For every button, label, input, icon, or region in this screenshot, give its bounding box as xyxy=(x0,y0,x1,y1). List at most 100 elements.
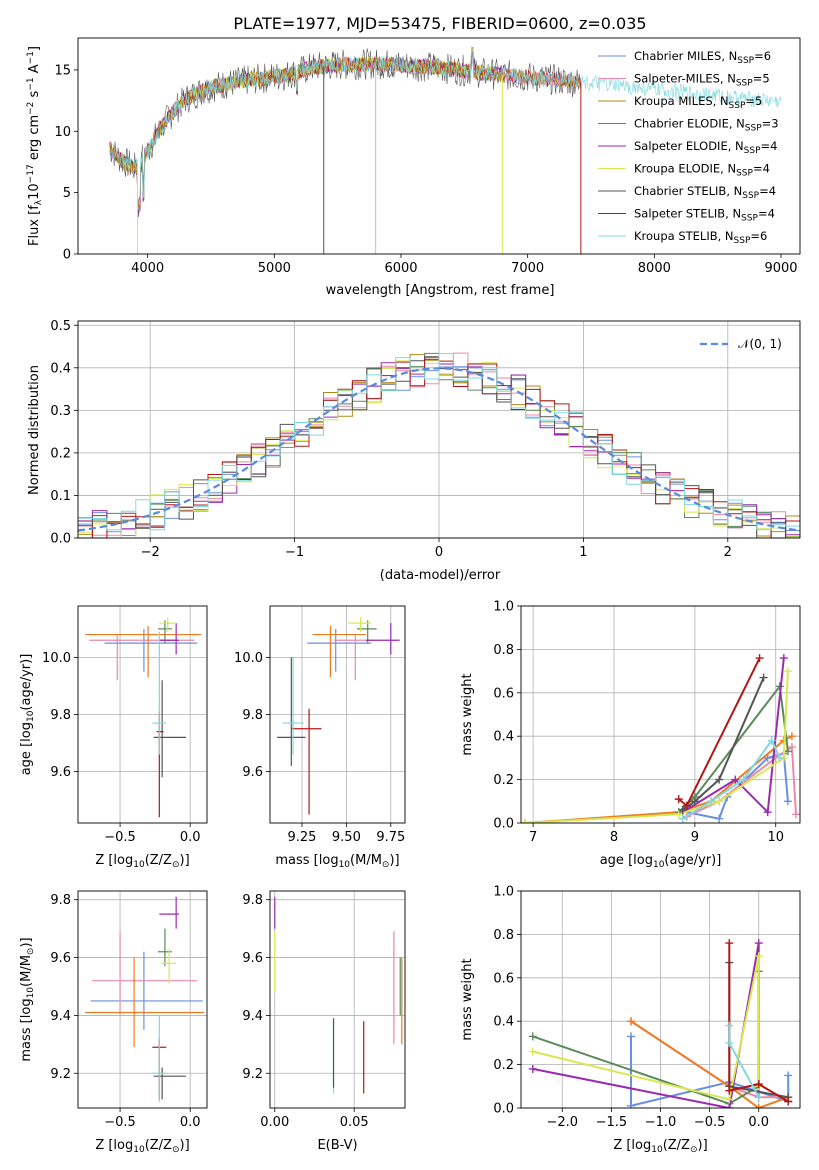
y-axis-label: mass weight xyxy=(460,673,475,755)
errorbar-point xyxy=(159,896,179,929)
y-tick-label: 9.4 xyxy=(50,1009,71,1024)
x-tick-label: −1 xyxy=(285,545,304,560)
errorbar-point xyxy=(85,625,202,678)
y-axis-label: Flux [fλ10−17 erg cm−2 s−1 A−1] xyxy=(26,46,44,246)
errorbar-point xyxy=(104,628,198,672)
x-tick-label: 9.25 xyxy=(287,830,316,845)
plot-area xyxy=(521,654,800,823)
y-tick-label: 0 xyxy=(63,248,71,263)
y-tick-label: 0.8 xyxy=(493,643,514,658)
x-tick-label: 0.0 xyxy=(180,1115,201,1130)
y-tick-label: 1.0 xyxy=(493,885,514,900)
errorbar-point xyxy=(157,620,172,644)
weight-line-kroupa-elodie xyxy=(524,671,789,823)
y-tick-label: 0.2 xyxy=(493,773,514,788)
y-tick-label: 10 xyxy=(54,125,71,140)
x-tick-label: 5000 xyxy=(258,261,291,276)
x-tick-label: 9 xyxy=(691,830,699,845)
y-tick-label: 15 xyxy=(54,63,71,78)
axes-frame xyxy=(77,605,208,824)
x-tick-label: 7000 xyxy=(511,261,544,276)
axes-frame xyxy=(520,605,801,824)
y-tick-label: 5 xyxy=(63,186,71,201)
errorbar-point xyxy=(282,657,304,755)
y-tick-label: 9.6 xyxy=(50,951,71,966)
age-z-axes: −0.5 0.0 9.6 9.8 10.0 Z [log10(Z/Z⊙)] age [log… xyxy=(19,605,208,870)
y-tick-label: 1.0 xyxy=(493,600,514,615)
weight-age-axes: 7 8 9 10 0.0 0.2 0.4 0.6 0.8 1.0 age [log10(age/yr… xyxy=(460,600,801,870)
errorbar-point xyxy=(157,928,172,967)
y-tick-label: 9.8 xyxy=(50,893,71,908)
y-tick-label: 0.0 xyxy=(493,817,514,832)
weight-marker xyxy=(627,1017,636,1026)
y-tick-label: 0.5 xyxy=(50,319,71,334)
plot-area xyxy=(78,352,800,538)
weight-marker xyxy=(754,1093,763,1102)
y-tick-label: 10.0 xyxy=(42,651,71,666)
y-tick-label: 9.4 xyxy=(242,1009,263,1024)
x-tick-label: −2 xyxy=(141,545,160,560)
weight-marker xyxy=(674,795,683,804)
y-tick-label: 0.0 xyxy=(493,1102,514,1117)
x-axis-label: mass [log10(M/M⊙)] xyxy=(275,853,399,870)
axes-frame xyxy=(269,605,406,824)
spectrum-line-salpeter-stelib xyxy=(109,52,582,216)
y-tick-label: 0.4 xyxy=(493,730,514,745)
x-axis-label: (data-model)/error xyxy=(380,568,501,583)
weight-marker xyxy=(674,810,683,819)
y-tick-label: 9.8 xyxy=(50,708,71,723)
errorbar-point xyxy=(348,617,372,632)
x-tick-label: −2.0 xyxy=(546,1115,578,1130)
axes-frame xyxy=(77,37,801,255)
spectrum-legend: Chabrier MILES, NSSP=6 Salpeter-MILES, NS… xyxy=(598,49,779,246)
spectrum-axes: 4000 5000 6000 7000 8000 9000 0 5 10 15 Chabrier M… xyxy=(26,37,801,298)
x-tick-label: 10 xyxy=(767,830,784,845)
y-tick-label: 0.6 xyxy=(493,971,514,986)
weight-marker xyxy=(779,654,788,663)
legend-entry: Chabrier MILES, NSSP=6 xyxy=(634,49,771,66)
weight-line-salpeter-stelib xyxy=(728,943,789,1103)
y-tick-label: 0.4 xyxy=(50,361,71,376)
y-axis-label: Normed distribution xyxy=(27,365,42,495)
errorbar-point xyxy=(152,1015,167,1103)
weight-marker xyxy=(783,747,792,756)
weight-marker xyxy=(725,939,734,948)
weight-marker xyxy=(528,1047,537,1056)
weight-marker xyxy=(731,775,740,784)
mass-ebv-axes: 0.00 0.05 9.2 9.4 9.6 9.8 E(B-V) xyxy=(242,890,406,1153)
weight-marker xyxy=(627,1032,636,1041)
y-axis-label: age [log10(age/yr)] xyxy=(19,654,36,776)
legend-entry: Kroupa ELODIE, NSSP=4 xyxy=(634,162,770,179)
weight-marker xyxy=(725,1095,734,1104)
weight-marker xyxy=(791,810,800,819)
x-tick-label: 8 xyxy=(610,830,618,845)
legend-entry: Kroupa MILES, NSSP=5 xyxy=(634,94,762,111)
errorbar-point xyxy=(159,623,179,655)
errorbar-point xyxy=(153,1067,186,1100)
weight-z-axes: −2.0 −1.5 −1.0 −0.5 0.0 0.0 0.2 0.4 0.6 0.8 1.0 Z [… xyxy=(460,885,801,1155)
legend-entry: Salpeter ELODIE, NSSP=4 xyxy=(634,139,777,156)
residual-axes: −2 −1 0 1 2 0.0 0.1 0.2 0.3 0.4 0.5 𝒩(0, 1) (data-mo… xyxy=(27,319,801,583)
weight-marker xyxy=(755,654,764,663)
weight-marker xyxy=(678,814,687,823)
weight-marker xyxy=(783,667,792,676)
weight-marker xyxy=(678,805,687,814)
y-tick-label: 0.4 xyxy=(493,1015,514,1030)
weight-marker xyxy=(787,743,796,752)
figure-title: PLATE=1977, MJD=53475, FIBERID=0600, z=0… xyxy=(233,14,646,33)
errorbar-point xyxy=(277,657,306,766)
axes-frame xyxy=(269,890,406,1109)
weight-marker xyxy=(725,1021,734,1030)
y-axis-label: mass weight xyxy=(460,958,475,1040)
weight-marker xyxy=(784,1071,793,1080)
legend-entry: Salpeter-MILES, NSSP=5 xyxy=(634,72,770,89)
plot-area xyxy=(277,617,400,815)
x-tick-label: 9.75 xyxy=(376,830,405,845)
weight-marker xyxy=(775,753,784,762)
y-tick-label: 9.6 xyxy=(242,951,263,966)
y-tick-label: 9.2 xyxy=(242,1067,263,1082)
x-tick-label: 0.0 xyxy=(748,1115,769,1130)
legend-entry: Chabrier ELODIE, NSSP=3 xyxy=(634,117,779,134)
errorbar-point xyxy=(365,623,400,655)
weight-marker xyxy=(690,797,699,806)
